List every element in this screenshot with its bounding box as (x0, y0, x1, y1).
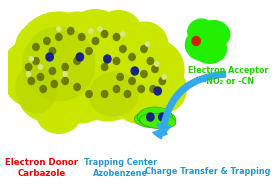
Ellipse shape (138, 107, 172, 127)
Ellipse shape (52, 12, 102, 57)
Circle shape (147, 113, 154, 121)
Text: Electron Acceptor
-NO₂ or -CN: Electron Acceptor -NO₂ or -CN (188, 66, 268, 86)
Circle shape (158, 113, 166, 121)
Ellipse shape (18, 67, 73, 122)
Circle shape (39, 65, 42, 69)
Circle shape (86, 47, 92, 54)
Circle shape (33, 43, 39, 50)
Circle shape (154, 87, 161, 95)
Ellipse shape (13, 12, 105, 107)
Circle shape (49, 47, 56, 54)
Ellipse shape (187, 18, 214, 44)
Ellipse shape (61, 9, 130, 79)
Circle shape (152, 66, 158, 73)
Circle shape (63, 72, 67, 76)
Circle shape (113, 57, 120, 64)
Circle shape (146, 42, 150, 46)
Circle shape (131, 67, 138, 75)
Text: Charge Transfer & Trapping: Charge Transfer & Trapping (145, 167, 270, 176)
Circle shape (147, 57, 153, 64)
Ellipse shape (141, 65, 187, 113)
Ellipse shape (22, 26, 95, 101)
Circle shape (141, 70, 147, 77)
Circle shape (121, 32, 125, 36)
Ellipse shape (36, 94, 82, 134)
Circle shape (62, 64, 68, 70)
Circle shape (104, 55, 111, 63)
Text: Trapping Center
Azobenzene: Trapping Center Azobenzene (84, 158, 157, 178)
Circle shape (56, 33, 62, 40)
Text: Electron Donor
Carbazole: Electron Donor Carbazole (5, 158, 78, 178)
Circle shape (124, 91, 131, 98)
Ellipse shape (89, 71, 139, 117)
Circle shape (33, 57, 39, 64)
Ellipse shape (77, 67, 141, 122)
Circle shape (138, 85, 145, 92)
Circle shape (92, 37, 99, 44)
Circle shape (27, 72, 31, 76)
Circle shape (113, 85, 120, 92)
Ellipse shape (15, 24, 57, 74)
Ellipse shape (95, 10, 141, 48)
Ellipse shape (1, 42, 52, 106)
Circle shape (68, 28, 74, 35)
Ellipse shape (185, 26, 226, 62)
Circle shape (74, 57, 80, 64)
Circle shape (101, 30, 108, 37)
Ellipse shape (193, 34, 227, 64)
Circle shape (51, 81, 57, 88)
Circle shape (155, 62, 159, 66)
Circle shape (89, 29, 93, 33)
Circle shape (162, 75, 166, 79)
Circle shape (86, 91, 92, 98)
Circle shape (62, 77, 68, 84)
Circle shape (120, 46, 126, 53)
Circle shape (76, 53, 83, 61)
Ellipse shape (15, 64, 57, 114)
Circle shape (37, 74, 44, 81)
FancyArrowPatch shape (157, 71, 226, 136)
Ellipse shape (125, 39, 185, 99)
Circle shape (46, 53, 53, 61)
Ellipse shape (123, 21, 169, 67)
Ellipse shape (134, 110, 175, 128)
Circle shape (49, 67, 56, 74)
Ellipse shape (95, 26, 160, 91)
Circle shape (57, 27, 61, 31)
FancyArrowPatch shape (153, 129, 167, 139)
Circle shape (29, 57, 33, 61)
Circle shape (25, 64, 32, 70)
Circle shape (113, 33, 120, 40)
Circle shape (150, 85, 156, 92)
Circle shape (74, 84, 80, 91)
Circle shape (98, 27, 102, 31)
Ellipse shape (198, 20, 230, 48)
Circle shape (129, 77, 135, 84)
Ellipse shape (57, 78, 107, 123)
Ellipse shape (140, 113, 176, 129)
Ellipse shape (114, 74, 169, 124)
Circle shape (117, 74, 123, 81)
Circle shape (78, 33, 85, 40)
Circle shape (141, 46, 147, 53)
Circle shape (159, 77, 165, 84)
Circle shape (101, 64, 108, 70)
Circle shape (40, 85, 46, 92)
Circle shape (192, 36, 200, 46)
Circle shape (101, 91, 108, 98)
Circle shape (44, 37, 50, 44)
Circle shape (28, 77, 35, 84)
Circle shape (129, 53, 135, 60)
